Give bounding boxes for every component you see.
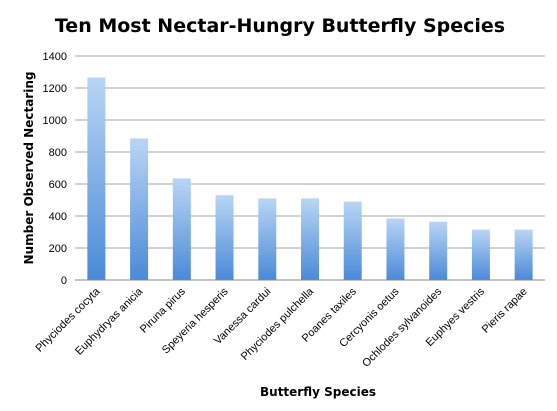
bar — [514, 229, 533, 280]
y-tick-label: 0 — [61, 275, 67, 287]
bar — [87, 77, 106, 280]
y-tick-label: 1400 — [43, 51, 67, 63]
x-axis-title: Butterfly Species — [260, 385, 376, 399]
y-tick-label: 400 — [49, 211, 67, 223]
y-tick-label: 600 — [49, 179, 67, 191]
bar — [343, 201, 362, 280]
y-tick-label: 1200 — [43, 83, 67, 95]
bar — [301, 198, 319, 280]
y-tick-label: 200 — [49, 243, 67, 255]
bar — [386, 218, 405, 280]
chart-title: Ten Most Nectar-Hungry Butterfly Species — [55, 15, 505, 37]
y-tick-label: 1000 — [43, 115, 67, 127]
x-category-label: Ochlodes sylvanoides — [360, 285, 445, 370]
bar — [258, 198, 277, 280]
bar — [471, 229, 490, 280]
bar — [215, 195, 234, 280]
x-category-label: Phyciodes pulchella — [239, 285, 317, 363]
bars — [87, 77, 533, 280]
y-axis-title: Number Observed Nectaring — [22, 72, 36, 265]
x-category-label: Pieris rapae — [480, 286, 530, 336]
bar — [429, 221, 448, 280]
y-tick-label: 800 — [49, 147, 67, 159]
bar — [172, 178, 191, 280]
gridlines — [75, 55, 545, 249]
y-axis-ticks: 0 200 400 600 800 1000 1200 1400 — [43, 51, 67, 287]
bar — [130, 138, 149, 280]
